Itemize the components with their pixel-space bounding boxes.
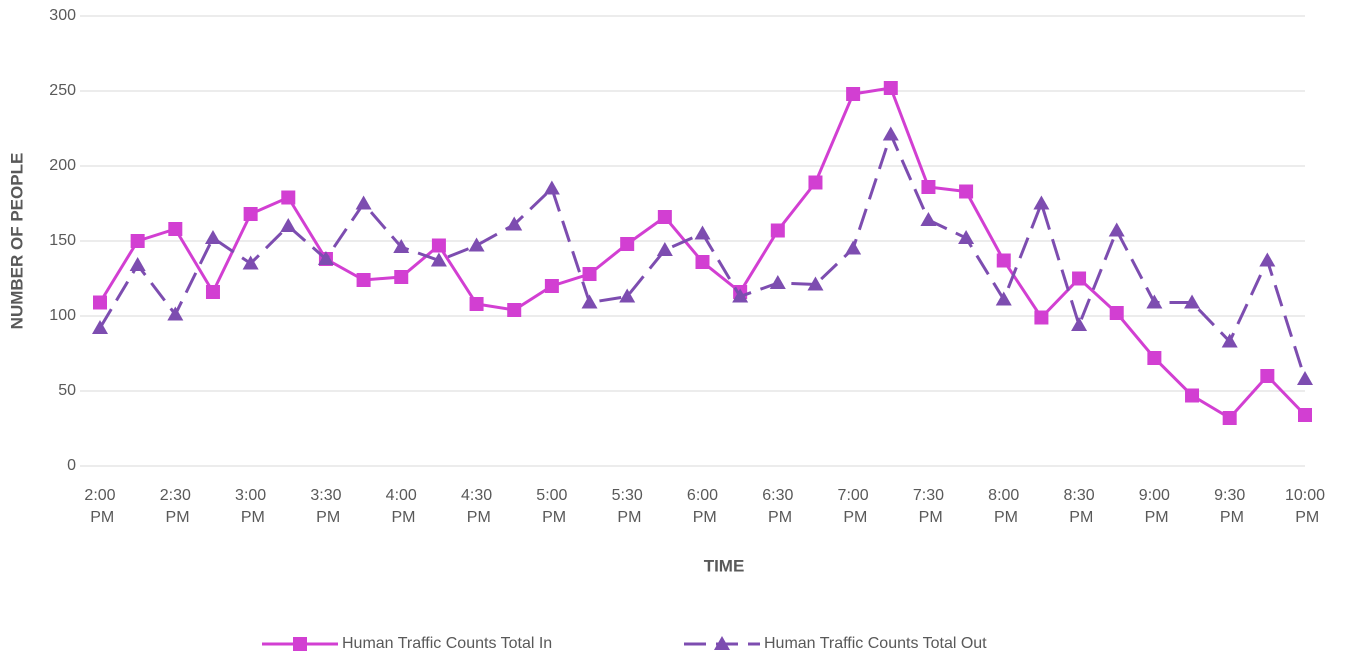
data-point <box>1185 388 1200 403</box>
data-point <box>1259 252 1276 267</box>
x-tick-label: 3:30 PM <box>310 487 341 526</box>
x-tick-label: 6:00 PM <box>687 487 718 526</box>
data-point <box>1071 317 1088 331</box>
data-point <box>695 255 710 269</box>
data-point <box>430 252 447 267</box>
data-point <box>1072 271 1087 286</box>
data-point <box>656 242 673 256</box>
data-point <box>205 285 220 299</box>
data-point <box>543 180 560 195</box>
x-tick-label: 8:00 PM <box>988 487 1019 526</box>
x-tick-label: 7:30 PM <box>913 487 944 526</box>
data-point <box>355 195 372 210</box>
data-point <box>619 288 636 303</box>
data-point <box>657 210 672 224</box>
data-point <box>394 270 409 284</box>
data-point <box>431 238 446 253</box>
data-point <box>959 184 974 199</box>
x-tick-label: 4:30 PM <box>461 487 492 526</box>
y-tick-label: 300 <box>49 7 76 24</box>
data-point <box>845 240 862 255</box>
data-point <box>920 212 937 226</box>
x-tick-label: 9:00 PM <box>1139 487 1170 526</box>
x-tick-label: 5:00 PM <box>536 487 567 526</box>
data-point <box>506 216 523 231</box>
legend-label: Human Traffic Counts Total In <box>342 635 552 652</box>
data-point <box>1297 371 1313 385</box>
x-tick-label: 8:30 PM <box>1063 487 1094 526</box>
data-point <box>242 255 259 270</box>
y-tick-label: 50 <box>58 382 76 399</box>
series-line <box>98 86 1307 420</box>
legend-label: Human Traffic Counts Total Out <box>764 635 987 652</box>
data-point <box>958 230 975 244</box>
data-point <box>281 190 296 205</box>
data-point <box>1109 306 1124 320</box>
x-tick-label: 2:30 PM <box>160 487 191 526</box>
data-point <box>92 320 108 334</box>
data-point <box>317 251 334 265</box>
x-tick-label: 7:00 PM <box>838 487 869 526</box>
data-point <box>469 297 484 311</box>
data-point <box>93 295 107 310</box>
x-tick-label: 5:30 PM <box>612 487 643 526</box>
data-point <box>167 306 184 321</box>
data-point <box>581 294 598 309</box>
data-point <box>544 279 559 293</box>
data-point <box>468 237 485 252</box>
data-point <box>769 275 786 289</box>
data-point <box>694 225 711 240</box>
data-point <box>1184 294 1201 309</box>
y-axis-label: NUMBER OF PEOPLE <box>7 153 26 330</box>
y-tick-label: 200 <box>49 157 76 174</box>
data-point <box>882 126 899 141</box>
data-point <box>204 230 221 244</box>
x-tick-label: 6:30 PM <box>762 487 793 526</box>
data-point <box>807 276 824 291</box>
data-point <box>921 180 936 194</box>
data-point <box>620 237 635 251</box>
data-point <box>243 207 258 221</box>
data-point <box>168 222 183 236</box>
data-point <box>770 223 785 238</box>
data-point <box>1146 294 1163 309</box>
legend-marker <box>293 637 307 651</box>
data-point <box>732 288 749 303</box>
y-tick-label: 150 <box>49 232 76 249</box>
data-point <box>1033 195 1050 210</box>
x-tick-label: 10:00 PM <box>1285 487 1325 526</box>
data-point <box>846 87 861 101</box>
data-point <box>808 175 823 190</box>
x-tick-label: 9:30 PM <box>1214 487 1245 526</box>
x-tick-label: 2:00 PM <box>84 487 115 526</box>
data-point <box>507 303 522 317</box>
x-axis-label: TIME <box>704 556 745 575</box>
y-tick-label: 250 <box>49 82 76 99</box>
data-point <box>995 291 1012 306</box>
data-point <box>582 267 597 281</box>
data-point <box>356 273 371 287</box>
data-point <box>1260 369 1275 383</box>
data-point <box>1298 408 1312 422</box>
legend-marker <box>714 636 730 650</box>
data-point <box>883 81 898 95</box>
data-point <box>1108 222 1125 237</box>
data-point <box>129 257 146 271</box>
data-point <box>996 253 1011 268</box>
x-tick-label: 4:00 PM <box>386 487 417 526</box>
data-point <box>130 234 145 248</box>
data-point <box>393 239 410 253</box>
x-tick-label: 3:00 PM <box>235 487 266 526</box>
y-tick-label: 100 <box>49 307 76 324</box>
y-tick-label: 0 <box>67 457 76 474</box>
data-point <box>1222 411 1237 425</box>
data-point <box>1147 351 1162 365</box>
data-point <box>1034 310 1049 325</box>
data-point <box>1221 333 1238 348</box>
data-point <box>280 218 297 232</box>
